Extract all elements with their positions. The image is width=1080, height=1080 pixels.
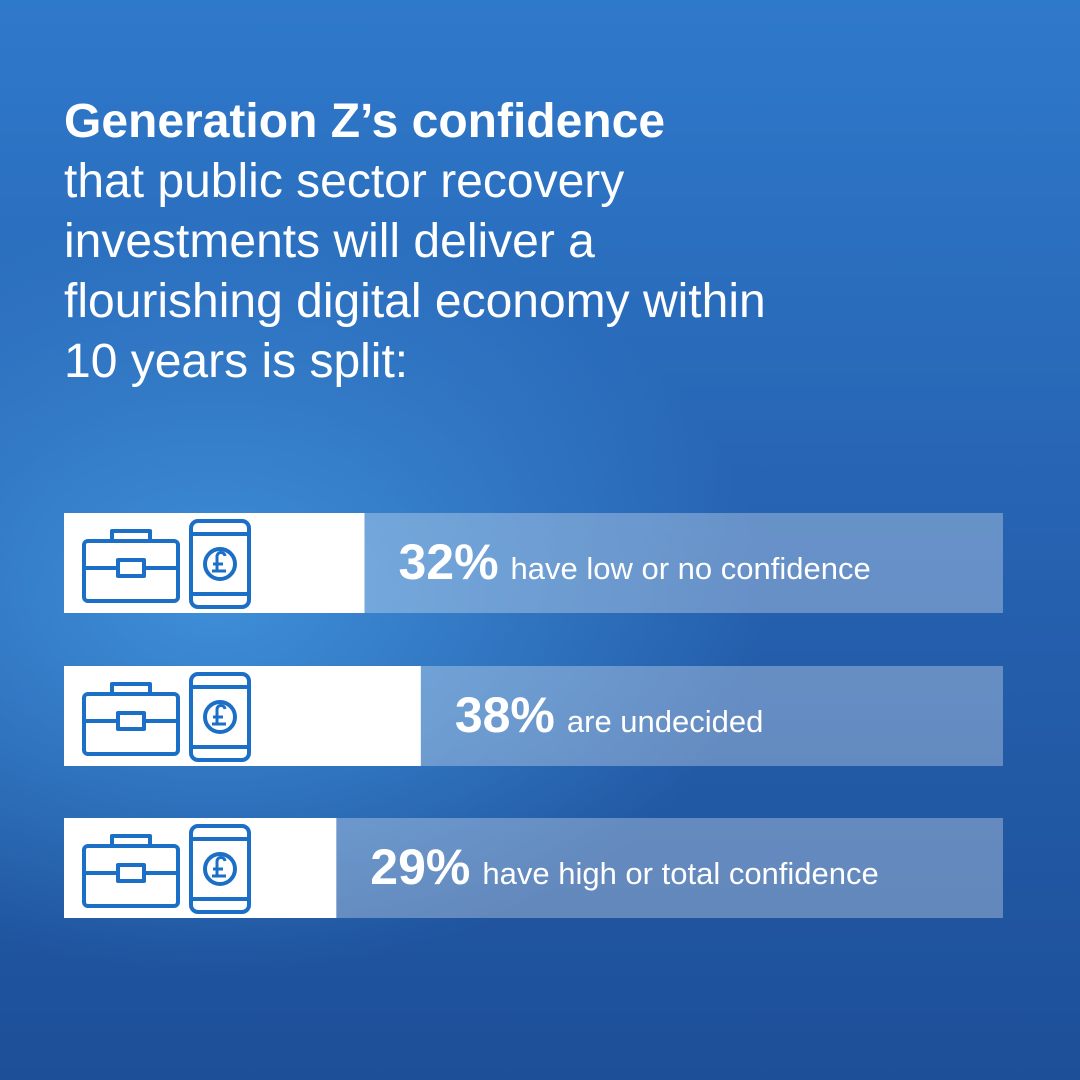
heading: Generation Z’s confidence that public se… [64, 92, 794, 392]
briefcase-clasp [116, 863, 146, 883]
phone-body [189, 824, 251, 914]
pound-sign [212, 856, 227, 878]
category-label: are undecided [567, 704, 764, 739]
chart-subtitle: that public sector recovery investments … [64, 155, 766, 388]
briefcase-body [82, 692, 180, 756]
briefcase-clasp [116, 711, 146, 731]
briefcase-body [82, 539, 180, 603]
pound-coin [203, 852, 237, 886]
pound-coin [203, 700, 237, 734]
bar-label: 32% have low or no confidence [398, 534, 870, 590]
briefcase-body [82, 844, 180, 908]
briefcase-clasp [116, 558, 146, 578]
bar-label: 38% are undecided [455, 687, 764, 743]
pound-coin [203, 547, 237, 581]
chart-title: Generation Z’s confidence [64, 95, 666, 148]
category-label: have low or no confidence [511, 551, 871, 586]
bar [64, 818, 337, 918]
row-icons [82, 519, 251, 609]
row-icons [82, 824, 251, 914]
phone-body [189, 672, 251, 762]
pound-sign [212, 551, 227, 573]
briefcase-handle [110, 682, 152, 694]
pound-sign [212, 704, 227, 726]
value-label: 29% [370, 839, 470, 895]
category-label: have high or total confidence [482, 856, 878, 891]
bar-label: 29% have high or total confidence [370, 839, 878, 895]
briefcase-handle [110, 834, 152, 846]
phone-body [189, 519, 251, 609]
value-label: 32% [398, 534, 498, 590]
value-label: 38% [455, 687, 555, 743]
row-icons [82, 672, 251, 762]
briefcase-handle [110, 529, 152, 541]
